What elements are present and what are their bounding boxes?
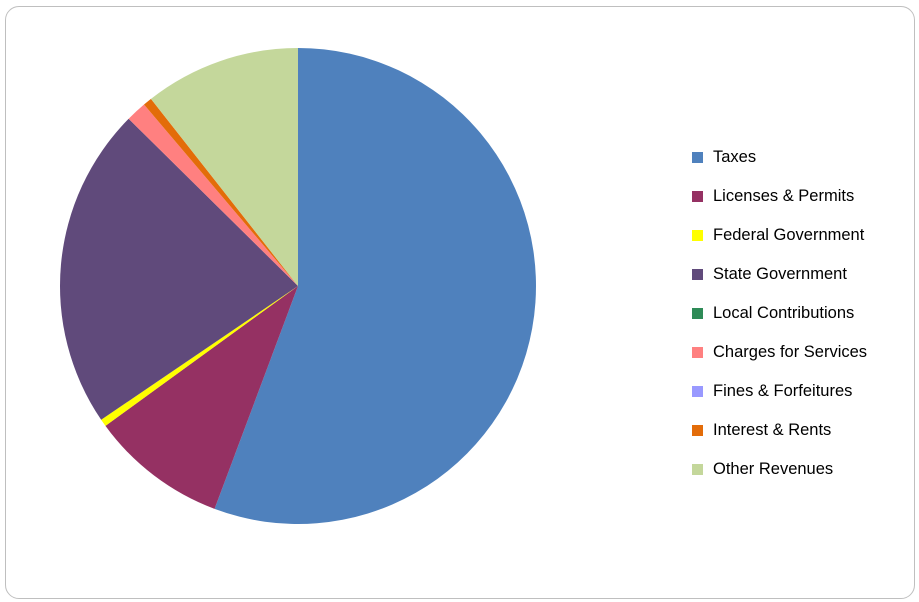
legend-swatch <box>692 191 703 202</box>
legend-item-charges-for-services: Charges for Services <box>692 333 867 372</box>
legend-item-interest-and-rents: Interest & Rents <box>692 411 867 450</box>
legend-label: Local Contributions <box>713 304 854 323</box>
legend-swatch <box>692 464 703 475</box>
legend-swatch <box>692 347 703 358</box>
legend-swatch <box>692 152 703 163</box>
legend-label: Other Revenues <box>713 460 833 479</box>
legend-swatch <box>692 230 703 241</box>
legend-swatch <box>692 269 703 280</box>
legend-label: State Government <box>713 265 847 284</box>
legend-label: Fines & Forfeitures <box>713 382 852 401</box>
legend-item-local-contributions: Local Contributions <box>692 294 867 333</box>
legend-label: Interest & Rents <box>713 421 831 440</box>
legend-label: Federal Government <box>713 226 864 245</box>
legend: Taxes Licenses & Permits Federal Governmen… <box>692 138 867 489</box>
legend-item-licenses-and-permits: Licenses & Permits <box>692 177 867 216</box>
legend-swatch <box>692 386 703 397</box>
legend-swatch <box>692 308 703 319</box>
legend-item-taxes: Taxes <box>692 138 867 177</box>
legend-label: Taxes <box>713 148 756 167</box>
legend-item-state-government: State Government <box>692 255 867 294</box>
legend-item-other-revenues: Other Revenues <box>692 450 867 489</box>
legend-label: Licenses & Permits <box>713 187 854 206</box>
legend-item-federal-government: Federal Government <box>692 216 867 255</box>
legend-label: Charges for Services <box>713 343 867 362</box>
legend-item-fines-and-forfeitures: Fines & Forfeitures <box>692 372 867 411</box>
legend-swatch <box>692 425 703 436</box>
